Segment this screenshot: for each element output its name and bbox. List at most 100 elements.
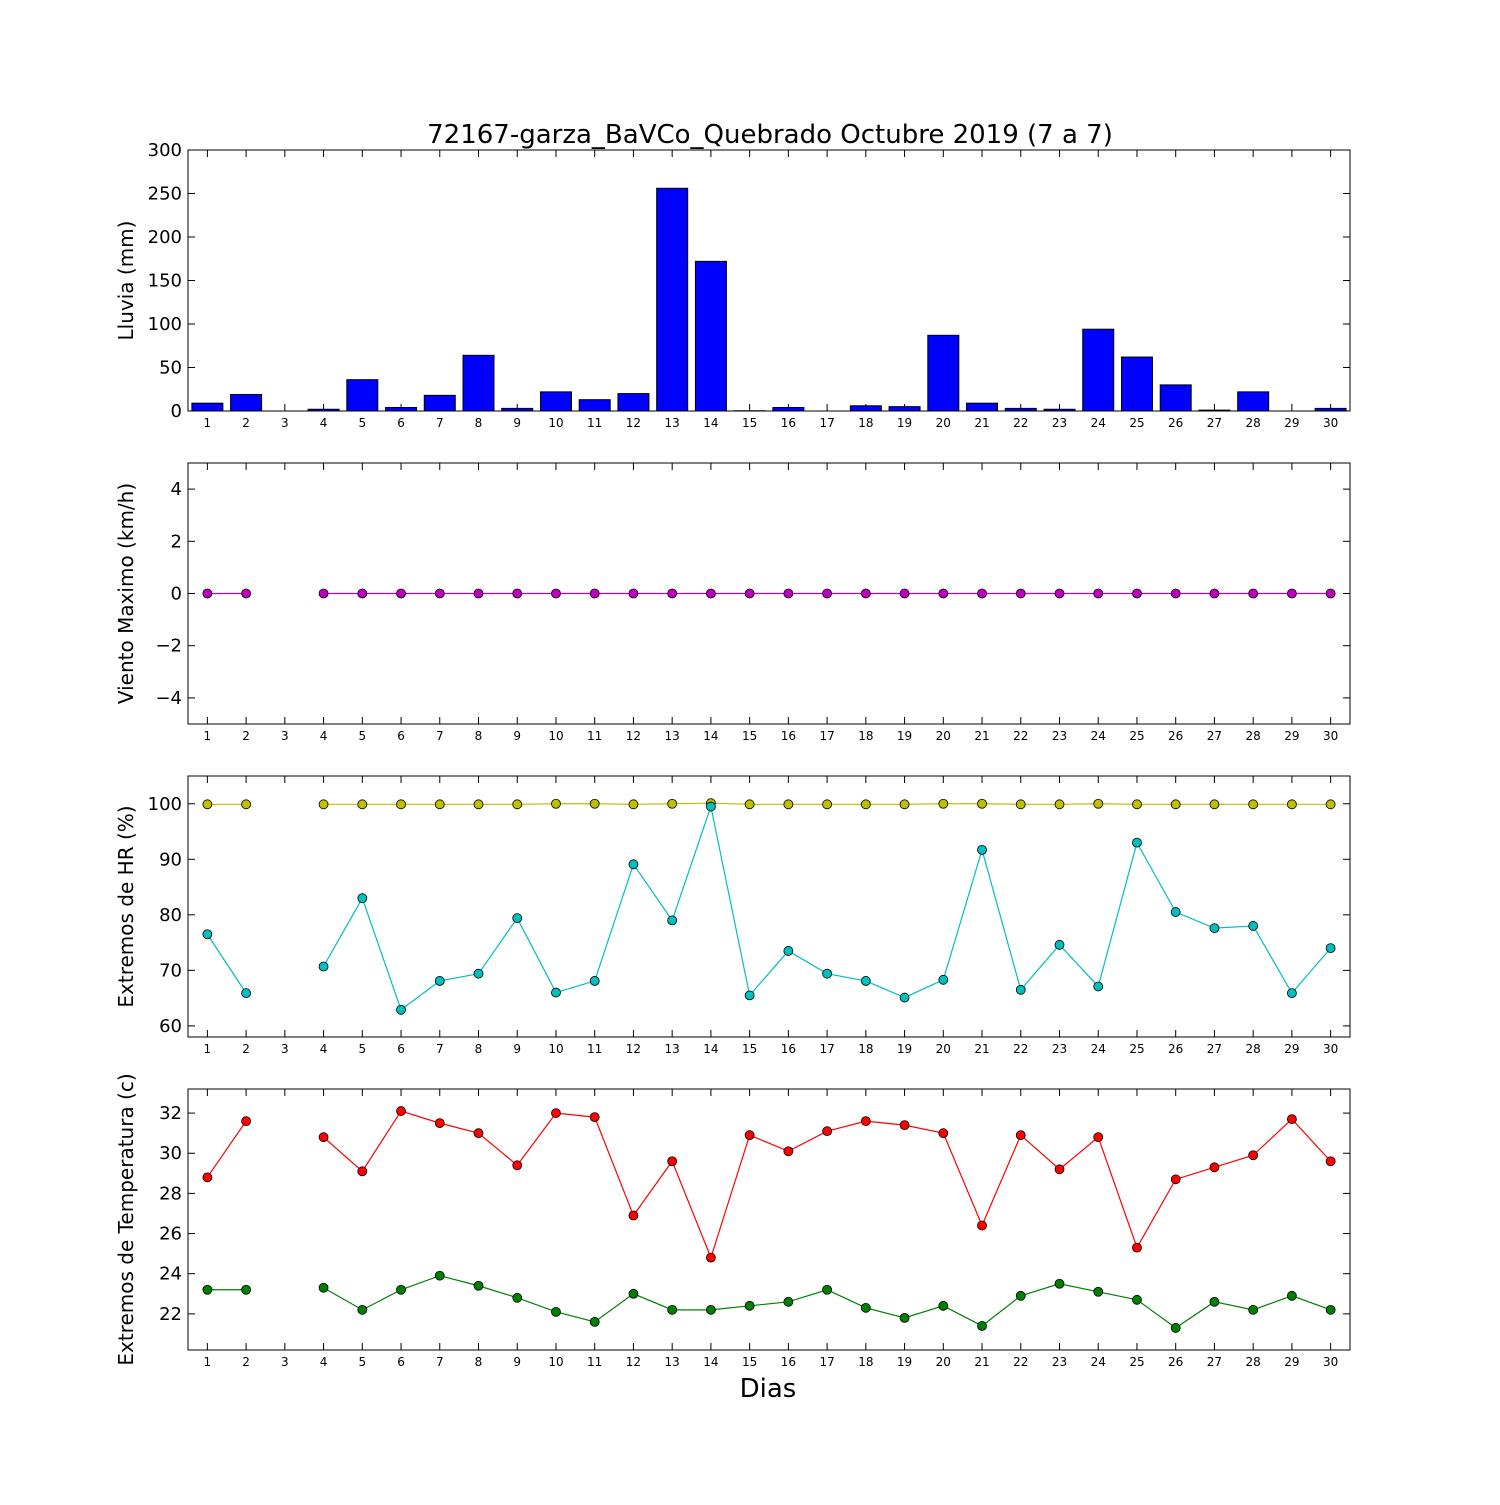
panel-2-series-1-point [1326, 589, 1335, 598]
panel-2-series-1-point [706, 589, 715, 598]
panel-3-series-1-point [823, 800, 832, 809]
panel-3-series-1-point [978, 799, 987, 808]
panel-3-series-2-point [823, 969, 832, 978]
panel-1-ytick-label: 200 [148, 227, 182, 248]
panel-4-xtick-label: 7 [436, 1355, 444, 1369]
panel-1-bar [424, 395, 455, 411]
panel-1-bar [1315, 408, 1346, 411]
panel-4-ytick-label: 22 [159, 1304, 182, 1325]
panel-1-bar [657, 188, 688, 411]
panel-4-series-1-point [629, 1211, 638, 1220]
panel-3-series-2-point [629, 860, 638, 869]
panel-4-xtick-label: 6 [397, 1355, 405, 1369]
panel-1-xtick-label: 4 [320, 416, 328, 430]
panel-4-series-2-point [939, 1301, 948, 1310]
panel-2-xtick-label: 16 [781, 729, 796, 743]
panel-3-xtick-label: 24 [1091, 1042, 1106, 1056]
panel-3-series-1-point [435, 800, 444, 809]
panel-1-ytick-label: 150 [148, 271, 182, 292]
panel-2-series-1-point [203, 589, 212, 598]
panel-2-series-1-point [784, 589, 793, 598]
panel-2-series-1-point [1016, 589, 1025, 598]
panel-4-series-1-point [551, 1109, 560, 1118]
panel-3-series-1-point [1171, 800, 1180, 809]
panel-4-xtick-label: 15 [742, 1355, 757, 1369]
panel-3-series-2-point [242, 989, 251, 998]
panel-2-series-1-point [551, 589, 560, 598]
panel-2-xtick-label: 28 [1246, 729, 1261, 743]
panel-1-bar [502, 408, 533, 411]
panel-1-xtick-label: 20 [936, 416, 951, 430]
panel-3-xtick-label: 21 [974, 1042, 989, 1056]
panel-3-series-2-point [1249, 921, 1258, 930]
panel-4-xtick-label: 26 [1168, 1355, 1183, 1369]
panel-3-series-1-point [242, 800, 251, 809]
panel-3-series-2-point [1171, 908, 1180, 917]
panel-1-bar [1005, 408, 1036, 411]
panel-3-ytick-label: 80 [159, 905, 182, 926]
panel-2-xtick-label: 3 [281, 729, 289, 743]
panel-2-xtick-label: 26 [1168, 729, 1183, 743]
panel-1-xtick-label: 13 [665, 416, 680, 430]
panel-1-xtick-label: 6 [397, 416, 405, 430]
panel-1-xtick-label: 27 [1207, 416, 1222, 430]
panel-2-series-1-point [861, 589, 870, 598]
panel-1-xtick-label: 17 [819, 416, 834, 430]
panel-4-series-2-point [358, 1305, 367, 1314]
panel-1-xtick-label: 10 [548, 416, 563, 430]
panel-4-series-1-point [939, 1129, 948, 1138]
panel-1-xtick-label: 1 [204, 416, 212, 430]
panel-2-xtick-label: 17 [819, 729, 834, 743]
panel-4-series-1-point [1287, 1115, 1296, 1124]
panel-2-series-1-point [590, 589, 599, 598]
panel-4-series-1-point [861, 1117, 870, 1126]
panel-4-xtick-label: 8 [475, 1355, 483, 1369]
panel-3-xtick-label: 12 [626, 1042, 641, 1056]
panel-1-bar [540, 392, 571, 411]
panel-1-bar [1199, 410, 1230, 411]
panel-3-series-1-point [397, 800, 406, 809]
panel-1-xtick-label: 29 [1284, 416, 1299, 430]
panel-2-xtick-label: 8 [475, 729, 483, 743]
panel-1-xtick-label: 25 [1129, 416, 1144, 430]
panel-3-series-2-point [435, 976, 444, 985]
panel-4-ytick-label: 26 [159, 1224, 182, 1245]
panel-2-series-1-point [242, 589, 251, 598]
panel-1-xtick-label: 12 [626, 416, 641, 430]
panel-4-series-2-point [1016, 1291, 1025, 1300]
panel-4-series-1-point [784, 1147, 793, 1156]
panel-1-bar [1044, 409, 1075, 411]
panel-4-xtick-label: 22 [1013, 1355, 1028, 1369]
panel-1-bar [347, 380, 378, 411]
panel-2-xtick-label: 15 [742, 729, 757, 743]
panel-4-ytick-label: 30 [159, 1143, 182, 1164]
panel-3-series-1-point [319, 800, 328, 809]
panel-3-series-2-point [1210, 924, 1219, 933]
panel-2-xtick-label: 4 [320, 729, 328, 743]
panel-4-xtick-label: 12 [626, 1355, 641, 1369]
panel-4-series-2-point [474, 1281, 483, 1290]
panel-1-ytick-label: 100 [148, 314, 182, 335]
panel-4-series-2-point [1249, 1305, 1258, 1314]
panel-4-series-2-point [590, 1317, 599, 1326]
panel-3-series-1-point [513, 800, 522, 809]
panel-4-xtick-label: 2 [242, 1355, 250, 1369]
panel-3-series-1-point [590, 799, 599, 808]
panel-1-xtick-label: 15 [742, 416, 757, 430]
panel-3-xtick-label: 18 [858, 1042, 873, 1056]
panel-4-series-1-point [319, 1133, 328, 1142]
panel-3-xtick-label: 7 [436, 1042, 444, 1056]
panel-4-series-2-point [1055, 1279, 1064, 1288]
panel-3-xtick-label: 15 [742, 1042, 757, 1056]
panel-1-xtick-label: 21 [974, 416, 989, 430]
panel-2-series-1-point [513, 589, 522, 598]
panel-4-xtick-label: 11 [587, 1355, 602, 1369]
panel-1-bar [231, 394, 262, 411]
panel-4-series-1-point [1132, 1243, 1141, 1252]
panel-4-series-2-point [1210, 1297, 1219, 1306]
panel-2-xtick-label: 24 [1091, 729, 1106, 743]
panel-4-xtick-label: 25 [1129, 1355, 1144, 1369]
panel-3-series-1-point [551, 799, 560, 808]
panel-3-xtick-label: 11 [587, 1042, 602, 1056]
